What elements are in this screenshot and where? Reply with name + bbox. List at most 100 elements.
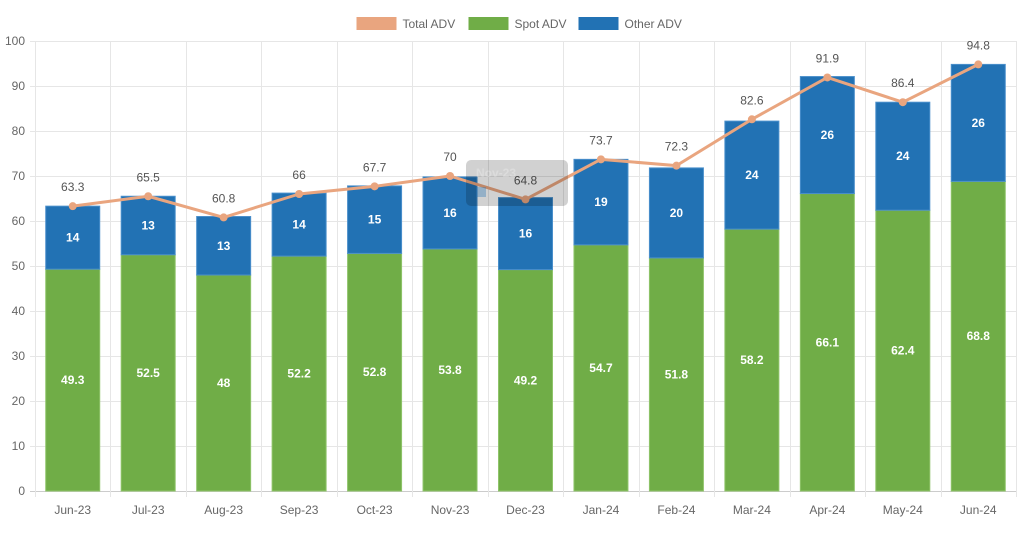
total-value-label: 63.3: [61, 180, 85, 194]
y-tick-label: 80: [12, 124, 26, 138]
bar-other-adv: [950, 63, 1006, 182]
y-tick-label: 70: [12, 169, 26, 183]
bar-spot-adv: [271, 255, 327, 492]
total-adv-point: [295, 190, 304, 198]
bar-spot-adv: [648, 257, 704, 492]
total-value-label: 94.8: [967, 38, 991, 52]
y-tick-label: 50: [12, 259, 26, 273]
bar-spot-adv: [799, 193, 855, 492]
bar-spot-adv: [950, 180, 1006, 492]
y-tick-label: 100: [5, 34, 25, 48]
total-adv-point: [596, 155, 605, 164]
bar-value-label: 66.1: [816, 335, 840, 349]
legend-item-other-adv[interactable]: Other ADV: [578, 17, 682, 31]
total-adv-point: [672, 161, 681, 170]
bar-value-label: 52.2: [287, 367, 311, 381]
legend: Total ADV Spot ADV Other ADV: [356, 17, 682, 31]
total-line: [68, 60, 983, 222]
legend-label: Total ADV: [403, 17, 456, 31]
legend-swatch: [578, 17, 619, 30]
bar-spot-adv: [422, 248, 478, 492]
bar-other-adv: [498, 197, 553, 271]
bar-other-adv: [573, 158, 629, 246]
bar-value-label: 13: [217, 239, 231, 253]
grid: [30, 41, 1017, 497]
total-value-label: 86.4: [891, 76, 915, 90]
total-adv-point: [219, 213, 228, 222]
y-axis: 0 10 20 30 40 50 60 70 80 90 100: [5, 34, 25, 498]
x-tick-label: Jun-23: [54, 503, 91, 517]
bars: [45, 63, 1006, 492]
bar-value-label: 53.8: [438, 363, 462, 377]
bar-spot-adv: [498, 269, 553, 492]
total-value-label: 64.8: [514, 173, 538, 187]
total-value-label: 91.9: [816, 51, 840, 65]
total-adv-point: [521, 195, 530, 204]
bar-value-label: 52.5: [137, 366, 161, 380]
x-tick-label: Nov-23: [431, 503, 470, 517]
bar-spot-adv: [347, 252, 403, 492]
total-value-label: 82.6: [740, 93, 764, 107]
total-value-label: 60.8: [212, 191, 236, 205]
total-adv-point: [144, 192, 153, 201]
bar-other-adv: [422, 176, 478, 250]
bar-spot-adv: [724, 228, 780, 492]
bar-value-label: 52.8: [363, 365, 387, 379]
bar-value-label: 15: [368, 213, 382, 227]
total-value-label: 67.7: [363, 160, 387, 174]
bar-value-label: 49.3: [61, 373, 85, 387]
legend-label: Other ADV: [625, 17, 682, 31]
total-value-label: 73.7: [589, 133, 613, 147]
x-tick-label: May-24: [883, 503, 923, 517]
y-tick-label: 10: [12, 439, 26, 453]
bar-spot-adv: [875, 209, 931, 492]
total-adv-point: [823, 73, 832, 82]
legend-swatch: [468, 17, 509, 30]
bar-other-adv: [45, 205, 101, 270]
bar-value-label: 62.4: [891, 344, 915, 358]
x-tick-label: Jan-24: [583, 503, 620, 517]
bar-other-adv: [724, 120, 780, 230]
x-tick-label: Dec-23: [506, 503, 545, 517]
x-tick-label: Jul-23: [132, 503, 165, 517]
bar-spot-adv: [196, 274, 252, 492]
bar-value-label: 20: [670, 206, 684, 220]
y-tick-label: 20: [12, 394, 26, 408]
legend-item-total-adv[interactable]: Total ADV: [356, 17, 456, 31]
y-tick-label: 90: [12, 79, 26, 93]
legend-item-spot-adv[interactable]: Spot ADV: [468, 17, 567, 31]
total-adv-point: [747, 115, 756, 124]
bar-value-label: 68.8: [967, 329, 991, 343]
bar-value-label: 26: [821, 128, 835, 142]
y-tick-label: 60: [12, 214, 26, 228]
total-adv-point: [370, 182, 379, 191]
total-value-label: 70: [443, 150, 457, 164]
y-tick-label: 40: [12, 304, 26, 318]
bar-value-label: 58.2: [740, 353, 764, 367]
x-tick-label: Feb-24: [657, 503, 695, 517]
x-tick-label: Oct-23: [357, 503, 393, 517]
tooltip-title: Nov-23: [476, 166, 516, 180]
bar-value-label: 16: [519, 227, 533, 241]
total-value-label: 72.3: [665, 140, 689, 154]
x-tick-label: Apr-24: [809, 503, 845, 517]
total-adv-point: [974, 60, 983, 69]
bar-spot-adv: [573, 244, 629, 492]
y-tick-label: 0: [18, 484, 25, 498]
bar-other-adv: [875, 101, 931, 211]
legend-label: Spot ADV: [515, 17, 567, 31]
x-axis: Jun-23 Jul-23 Aug-23 Sep-23 Oct-23 Nov-23 Dec-…: [54, 503, 997, 517]
bar-other-adv: [648, 167, 704, 259]
bar-value-label: 24: [745, 168, 759, 182]
x-tick-label: Aug-23: [204, 503, 243, 517]
bar-value-label: 48: [217, 376, 231, 390]
tooltip: Nov-23: [466, 160, 568, 206]
bar-value-label: 19: [594, 195, 608, 209]
legend-swatch: [356, 17, 397, 30]
bar-other-adv: [271, 192, 327, 257]
bar-value-label: 54.7: [589, 361, 613, 375]
bar-spot-adv: [120, 254, 176, 492]
bar-other-adv: [799, 76, 855, 195]
bar-value-label: 26: [972, 116, 986, 130]
